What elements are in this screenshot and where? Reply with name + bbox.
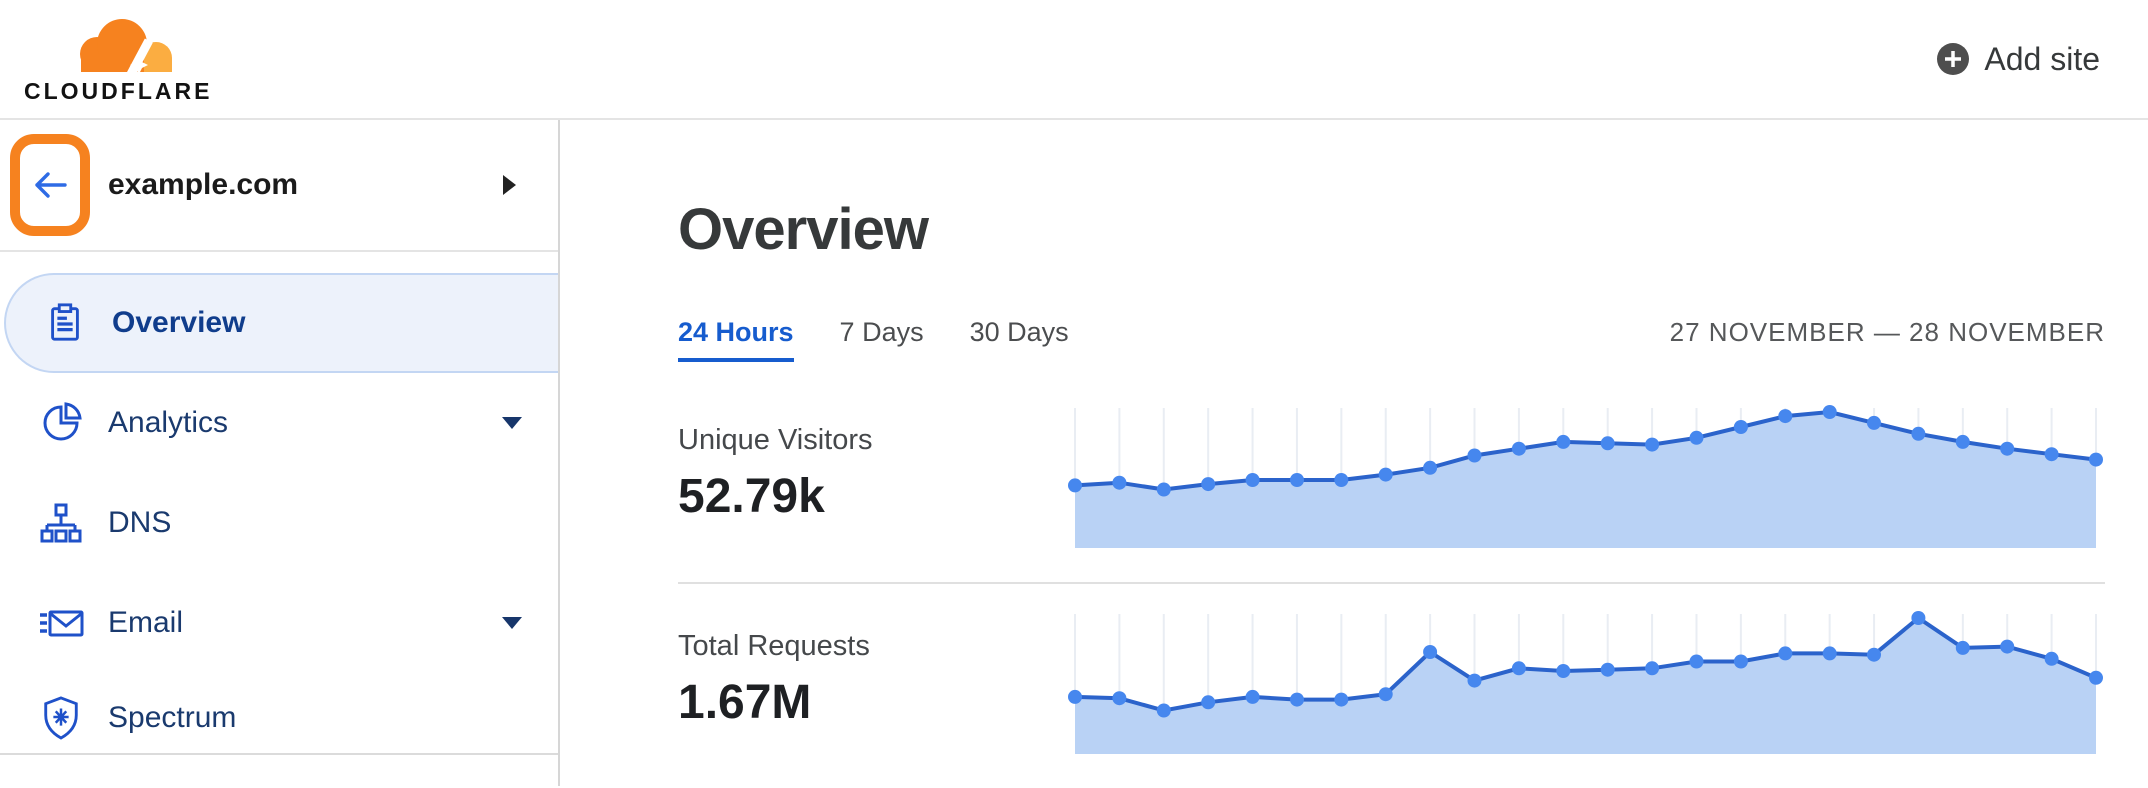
page-title: Overview xyxy=(678,197,929,262)
sidebar-item-label: Overview xyxy=(112,306,246,339)
pie-chart-icon xyxy=(38,400,84,446)
sidebar-item-label: Analytics xyxy=(108,406,229,439)
back-button-highlight xyxy=(10,134,90,236)
clipboard-icon xyxy=(42,300,88,346)
network-icon xyxy=(38,500,84,546)
shield-icon xyxy=(38,695,84,741)
add-site-label: Add site xyxy=(1984,40,2100,77)
unique-visitors-value: 52.79k xyxy=(678,470,825,523)
sidebar-item-analytics[interactable]: Analytics xyxy=(0,373,558,473)
sidebar-item-dns[interactable]: DNS xyxy=(0,473,558,573)
chevron-down-icon[interactable] xyxy=(502,417,522,429)
tab-7-days[interactable]: 7 Days xyxy=(840,317,924,358)
cloudflare-cloud-icon xyxy=(52,18,185,76)
site-name[interactable]: example.com xyxy=(108,168,299,201)
date-range-label: 27 NOVEMBER — 28 NOVEMBER xyxy=(1669,317,2105,347)
email-icon xyxy=(38,600,84,646)
sidebar-item-overview[interactable]: Overview xyxy=(4,273,558,373)
unique-visitors-row: Unique Visitors 52.79k xyxy=(678,398,2105,550)
cloudflare-logo[interactable]: CLOUDFLARE xyxy=(24,14,212,105)
sidebar-item-spectrum[interactable]: Spectrum xyxy=(0,673,558,763)
total-requests-value: 1.67M xyxy=(678,676,812,729)
top-header: CLOUDFLARE Add site xyxy=(0,0,2148,120)
metric-row-divider xyxy=(678,582,2105,584)
total-requests-row: Total Requests 1.67M xyxy=(678,604,2105,756)
total-requests-label: Total Requests xyxy=(678,630,870,662)
plus-icon xyxy=(1937,43,1970,75)
back-arrow-icon[interactable] xyxy=(29,167,71,203)
unique-visitors-chart xyxy=(1068,405,2103,548)
time-range-tabs: 24 Hours 7 Days 30 Days 27 NOVEMBER — 28… xyxy=(678,317,2105,362)
tab-24-hours[interactable]: 24 Hours xyxy=(678,317,794,362)
main-content: Overview 24 Hours 7 Days 30 Days 27 NOVE… xyxy=(560,120,2148,786)
chevron-down-icon[interactable] xyxy=(502,617,522,629)
total-requests-chart xyxy=(1068,611,2103,754)
sidebar-nav: Overview Analytics xyxy=(0,252,558,755)
sidebar: example.com Overview xyxy=(0,120,560,786)
cloudflare-wordmark: CLOUDFLARE xyxy=(24,77,213,104)
add-site-button[interactable]: Add site xyxy=(1936,41,2100,78)
sidebar-section-divider xyxy=(0,753,558,755)
tab-30-days[interactable]: 30 Days xyxy=(970,317,1069,358)
site-switcher: example.com xyxy=(0,120,558,252)
sidebar-item-label: Email xyxy=(108,606,184,639)
unique-visitors-label: Unique Visitors xyxy=(678,424,873,456)
sidebar-item-email[interactable]: Email xyxy=(0,573,558,673)
sidebar-item-label: DNS xyxy=(108,506,172,539)
chevron-right-icon[interactable] xyxy=(503,175,516,195)
sidebar-item-label: Spectrum xyxy=(108,701,237,734)
